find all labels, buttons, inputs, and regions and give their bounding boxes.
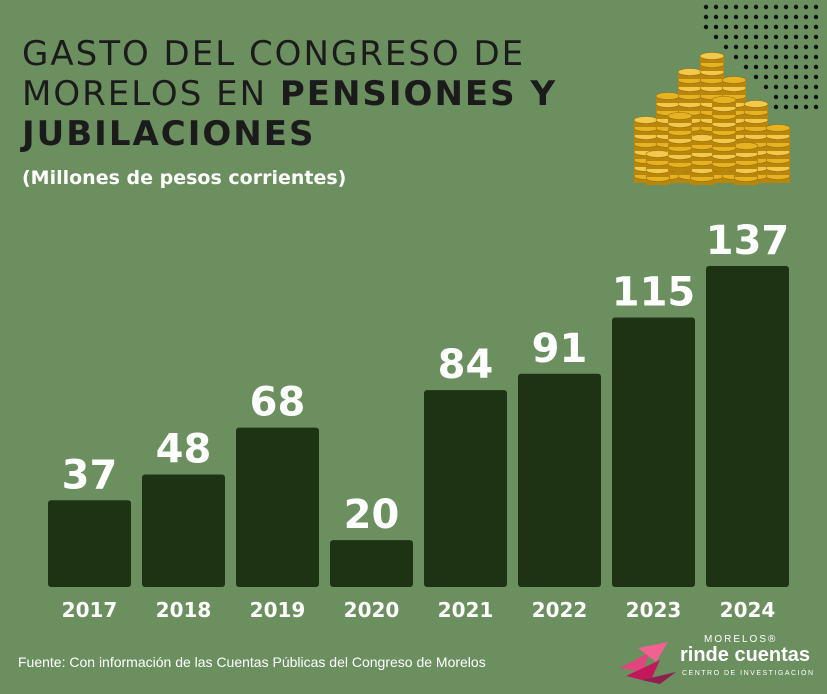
logo-mark-icon (620, 642, 676, 684)
bar-2021 (424, 390, 507, 587)
data-label-2019: 68 (250, 380, 306, 426)
data-label-2021: 84 (438, 342, 494, 388)
x-tick-2021: 2021 (438, 598, 494, 622)
logo: MORELOS® rinde cuentas CENTRO DE INVESTI… (620, 632, 820, 688)
data-label-2017: 37 (62, 452, 118, 498)
dot-grid-icon (703, 4, 819, 110)
logo-main-text: rinde cuentas (680, 644, 811, 666)
x-tick-2020: 2020 (344, 598, 400, 622)
logo-top-text: MORELOS® (704, 634, 778, 645)
x-tick-2022: 2022 (532, 598, 588, 622)
bar-chart: 3720174820186820192020208420219120221152… (48, 218, 790, 622)
bar-2023 (612, 317, 695, 587)
bar-2018 (142, 474, 225, 587)
x-tick-2018: 2018 (156, 598, 212, 622)
coin-stacks-icon (633, 52, 791, 185)
source-note: Fuente: Con información de las Cuentas P… (18, 654, 486, 670)
data-label-2024: 137 (706, 218, 790, 264)
x-tick-2017: 2017 (62, 598, 118, 622)
data-label-2023: 115 (612, 270, 696, 316)
bar-2020 (330, 540, 413, 587)
bar-2017 (48, 500, 131, 587)
data-label-2018: 48 (156, 427, 212, 473)
x-tick-2019: 2019 (250, 598, 306, 622)
bar-2019 (236, 427, 319, 587)
logo-sub-text: CENTRO DE INVESTIGACIÓN (682, 670, 815, 677)
data-label-2022: 91 (532, 326, 588, 372)
x-tick-2023: 2023 (626, 598, 682, 622)
page-title: GASTO DEL CONGRESO DE MORELOS EN PENSION… (22, 34, 622, 154)
title-thin: GASTO DEL CONGRESO DE MORELOS EN (22, 34, 526, 114)
bar-2022 (518, 373, 601, 587)
title-bold: PENSIONES Y JUBILACIONES (22, 74, 558, 154)
bar-2024 (706, 266, 789, 587)
data-label-2020: 20 (344, 492, 400, 538)
x-tick-2024: 2024 (720, 598, 776, 622)
chart-subtitle: (Millones de pesos corrientes) (22, 167, 347, 189)
